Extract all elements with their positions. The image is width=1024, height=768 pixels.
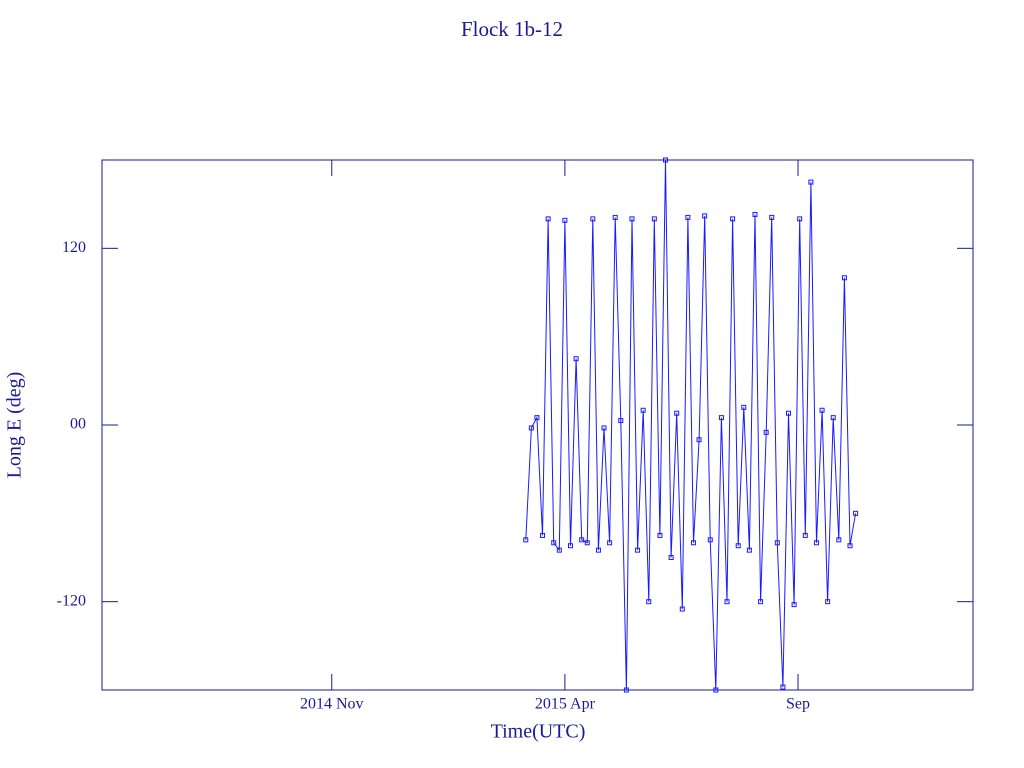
data-marker [528, 425, 534, 431]
data-marker [825, 599, 831, 605]
data-marker [623, 687, 629, 693]
data-marker [612, 214, 618, 220]
data-marker [674, 410, 680, 416]
data-marker [847, 543, 853, 549]
data-marker [830, 415, 836, 421]
data-marker [679, 606, 685, 612]
data-marker [791, 602, 797, 608]
data-marker [579, 537, 585, 543]
data-marker [556, 547, 562, 553]
data-marker [774, 540, 780, 546]
data-marker [635, 547, 641, 553]
data-marker [540, 532, 546, 538]
data-marker [752, 211, 758, 217]
data-marker [758, 599, 764, 605]
data-marker [730, 216, 736, 222]
y-tick-label: -120 [57, 592, 86, 609]
data-marker [573, 356, 579, 362]
data-marker [663, 157, 669, 163]
data-marker [567, 543, 573, 549]
data-marker [696, 437, 702, 443]
data-marker [551, 540, 557, 546]
data-marker [618, 418, 624, 424]
data-marker [590, 216, 596, 222]
data-line [525, 159, 857, 691]
data-marker [746, 547, 752, 553]
data-marker [651, 216, 657, 222]
data-marker [724, 599, 730, 605]
data-marker [629, 216, 635, 222]
y-tick-label: 120 [62, 239, 86, 256]
chart-title: Flock 1b-12 [461, 17, 563, 41]
data-marker [646, 599, 652, 605]
y-tick-label: 00 [70, 416, 86, 433]
data-marker [813, 540, 819, 546]
data-marker [607, 540, 613, 546]
data-marker [819, 407, 825, 413]
data-marker [595, 547, 601, 553]
x-tick-label: 2014 Nov [300, 696, 364, 713]
data-marker [657, 532, 663, 538]
data-marker [668, 555, 674, 560]
data-marker [690, 540, 696, 546]
data-marker [836, 537, 842, 543]
data-marker [707, 537, 713, 543]
data-marker [808, 179, 814, 185]
data-marker [640, 407, 646, 413]
x-tick-label: 2015 Apr [535, 696, 596, 713]
data-marker [763, 429, 769, 435]
data-marker [841, 275, 847, 281]
data-marker [853, 510, 859, 516]
data-marker [713, 687, 719, 693]
data-marker [797, 216, 803, 222]
data-marker [802, 532, 808, 538]
data-marker [780, 684, 786, 690]
y-axis-label: Long E (deg) [4, 372, 26, 479]
data-marker [769, 214, 775, 220]
data-marker [562, 217, 568, 223]
data-marker [786, 410, 792, 416]
data-marker [584, 540, 590, 546]
data-marker [601, 425, 607, 431]
x-tick-label: Sep [786, 696, 810, 713]
data-marker [741, 404, 747, 410]
data-marker [702, 213, 708, 219]
data-marker [735, 543, 741, 549]
data-marker [534, 415, 540, 421]
data-marker [685, 214, 691, 220]
data-marker [718, 415, 724, 421]
x-axis-label: Time(UTC) [491, 721, 586, 743]
data-marker [545, 216, 551, 222]
data-marker [523, 537, 529, 543]
